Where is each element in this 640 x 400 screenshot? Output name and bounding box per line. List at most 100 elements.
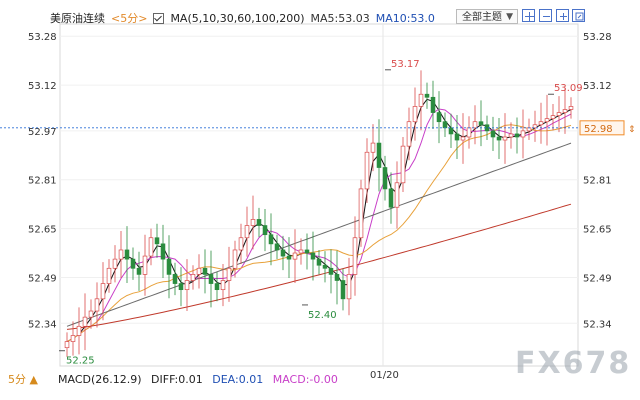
candle-body: [172, 274, 178, 284]
y-tick-left: 52.65: [28, 225, 57, 236]
candle-body: [382, 167, 388, 190]
candle-body: [292, 252, 298, 260]
minus-icon: [543, 16, 550, 17]
candle-body: [328, 267, 334, 275]
candle-body: [496, 136, 502, 141]
candle-body: [154, 237, 160, 245]
candle-body: [274, 243, 280, 251]
candle-body: [466, 127, 472, 138]
candle-body: [430, 96, 436, 113]
candle-body: [208, 274, 214, 284]
candle-body: [550, 115, 556, 120]
indicator-bar: 5分 ▲ MACD(26.12.9) DIFF:0.01 DEA:0.01 MA…: [0, 368, 640, 390]
candle-body: [64, 341, 70, 349]
period-selector[interactable]: 5分 ▲: [8, 373, 38, 386]
candle-body: [88, 310, 94, 318]
y-tick-right: 52.65: [583, 225, 612, 236]
candle-body: [166, 258, 172, 275]
crosshair-tool-button[interactable]: [522, 9, 535, 22]
candle-body: [316, 258, 322, 266]
candle-body: [556, 112, 562, 116]
candle-body: [514, 133, 520, 138]
y-tick-right: 53.28: [583, 32, 612, 43]
chevron-down-icon: ▼: [506, 12, 513, 22]
ma-params-label: MA(5,10,30,60,100,200): [170, 11, 305, 25]
candle-body: [568, 106, 574, 110]
candle-body: [94, 298, 100, 312]
candle-body: [202, 267, 208, 275]
extreme-label: 52.40: [308, 310, 337, 321]
zoom-out-button[interactable]: [539, 9, 552, 22]
macd-diff: DIFF:0.01: [151, 373, 203, 386]
theme-dropdown-label: 全部主题: [462, 12, 502, 23]
x-axis-date-label: 01/20: [370, 370, 399, 381]
candle-body: [262, 225, 268, 236]
candle-body: [298, 249, 304, 254]
candle-body: [346, 274, 352, 300]
period-label[interactable]: <5分>: [111, 12, 148, 25]
candle-body: [502, 136, 508, 141]
symbol-label[interactable]: 美原油连续: [50, 12, 105, 25]
candle-body: [142, 255, 148, 275]
candle-body: [352, 237, 358, 275]
candle-body: [478, 121, 484, 126]
y-tick-left: 52.49: [28, 273, 57, 284]
ma200-line: [66, 203, 572, 330]
candle-body: [376, 142, 382, 168]
candle-body: [454, 133, 460, 141]
candle-body: [424, 93, 430, 98]
candle-body: [460, 136, 466, 141]
candle-body: [124, 249, 130, 260]
candle-body: [214, 283, 220, 291]
candle-body: [340, 280, 346, 300]
ma-toggle-icon[interactable]: [153, 12, 165, 24]
candle-body: [526, 127, 532, 132]
candle-body: [160, 243, 166, 260]
extreme-label: 52.25: [66, 356, 95, 367]
candle-body: [82, 316, 88, 327]
current-price-label: 52.98: [584, 124, 613, 135]
candle-body: [268, 234, 274, 245]
chart-header: 美原油连续 <5分> MA(5,10,30,60,100,200) MA5:53…: [50, 10, 435, 26]
crosshair-icon: [525, 12, 534, 21]
current-price-box: [579, 120, 625, 136]
candle-body: [238, 237, 244, 251]
y-tick-right: 53.12: [583, 81, 612, 92]
candle-body: [562, 109, 568, 113]
candle-body: [358, 188, 364, 239]
candle-body: [442, 121, 448, 129]
candle-body: [394, 182, 400, 208]
candle-body: [364, 151, 370, 190]
macd-value: MACD:-0.00: [272, 373, 338, 386]
candle-body: [304, 249, 310, 254]
candle-body: [70, 335, 76, 342]
y-tick-right: 52.34: [583, 319, 612, 330]
candle-body: [130, 258, 136, 269]
macd-params-label[interactable]: MACD(26.12.9): [58, 373, 142, 386]
candle-body: [106, 267, 112, 284]
candle-body: [418, 93, 424, 107]
candle-body: [184, 280, 190, 291]
ma5-line: [66, 98, 572, 343]
candle-body: [412, 106, 418, 123]
candle-body: [472, 121, 478, 129]
y-tick-left: 52.97: [28, 127, 57, 138]
y-tick-left: 52.34: [28, 319, 57, 330]
y-tick-right: 52.81: [583, 176, 612, 187]
y-tick-left: 53.28: [28, 32, 57, 43]
zoom-in-button[interactable]: [556, 9, 569, 22]
theme-dropdown[interactable]: 全部主题 ▼: [456, 9, 518, 24]
candle-body: [406, 121, 412, 147]
candle-body: [448, 127, 454, 135]
candle-body: [334, 274, 340, 281]
candle-body: [178, 283, 184, 291]
ma10-value: MA10:53.0: [375, 11, 435, 25]
candle-body: [370, 142, 376, 153]
candle-body: [256, 219, 262, 226]
candle-body: [388, 188, 394, 208]
candle-body: [250, 219, 256, 226]
candle-body: [112, 258, 118, 269]
plot-frame: [59, 23, 579, 367]
fullscreen-button[interactable]: [572, 9, 585, 22]
